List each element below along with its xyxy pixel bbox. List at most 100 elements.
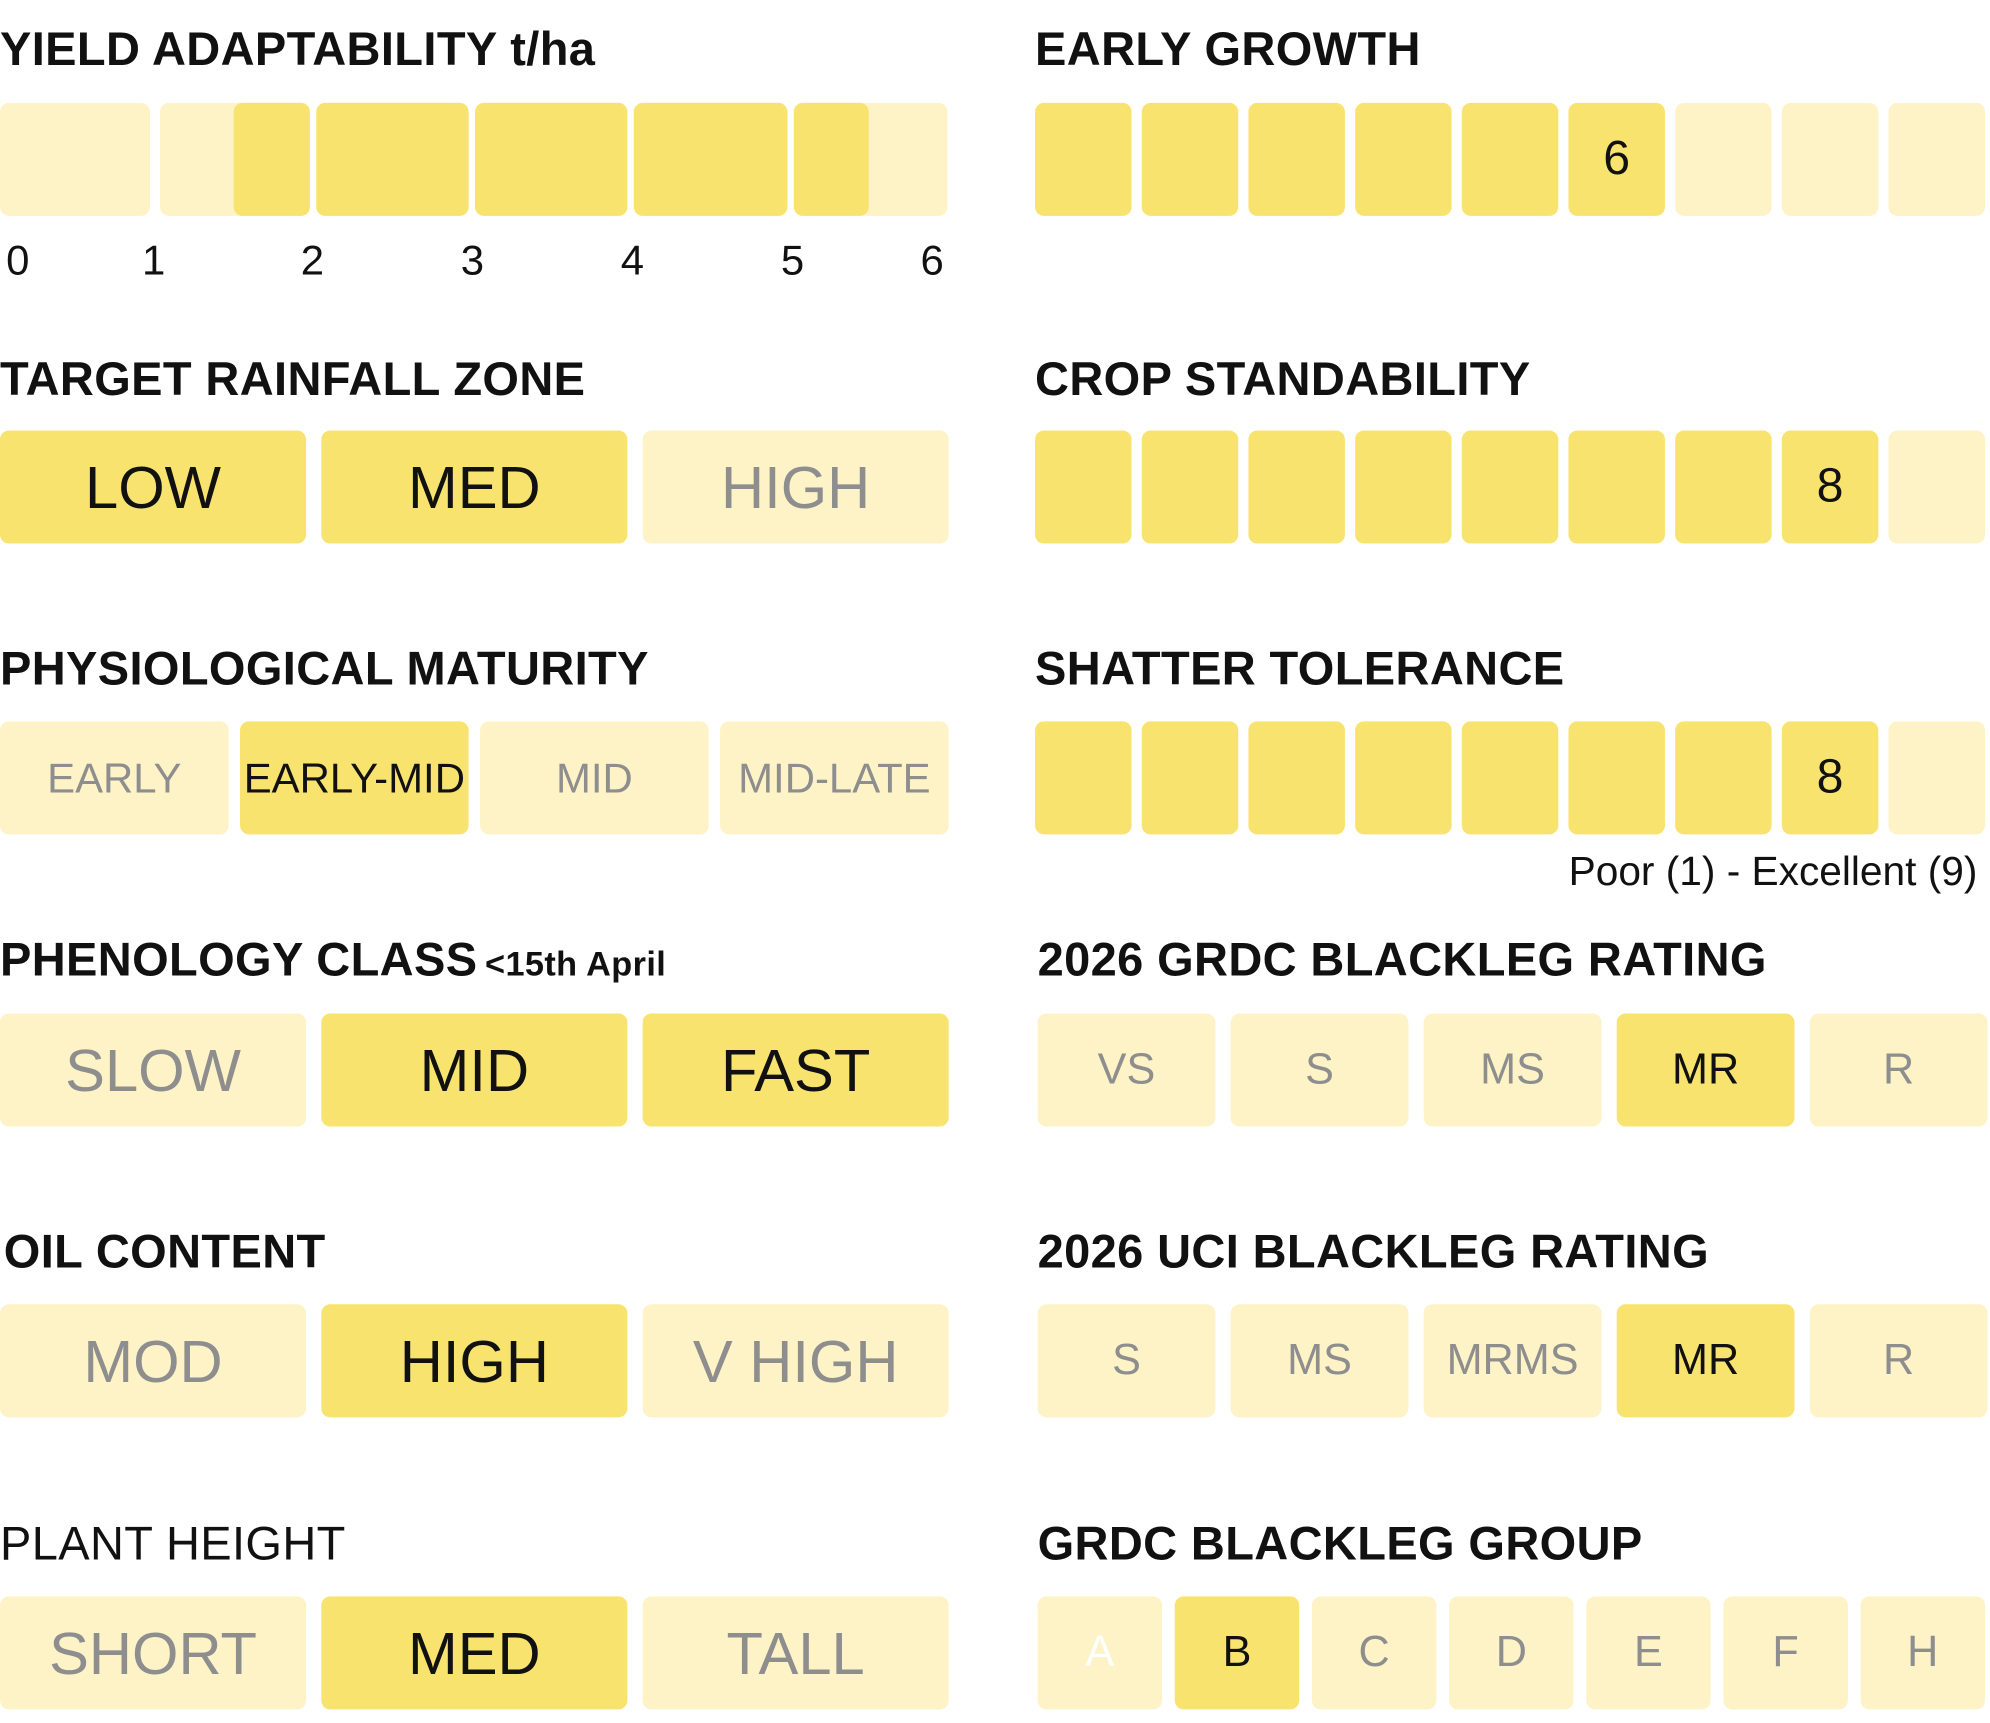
uci-rating-option-mrms: MRMS: [1423, 1304, 1602, 1418]
early-growth-cell: [1035, 102, 1132, 216]
shatter-value-cell: 8: [1781, 721, 1879, 835]
grdc-rating-option-s: S: [1230, 1013, 1409, 1127]
yield-range-fill: [233, 102, 310, 216]
phenology-title: PHENOLOGY CLASS <15th April: [0, 936, 666, 983]
blackleg-group-option-e: E: [1586, 1596, 1711, 1710]
early-growth-cell: [1141, 102, 1239, 216]
standability-cell: [1035, 430, 1132, 544]
early-growth-cell: [1888, 102, 1986, 216]
shatter-cell: [1355, 721, 1452, 835]
yield-range-fill: [793, 102, 869, 216]
oil-option-v-high: V HIGH: [642, 1304, 949, 1418]
grdc-group-title: GRDC BLACKLEG GROUP: [1037, 1517, 1643, 1570]
yield-tick-label: 2: [300, 236, 325, 284]
yield-range-fill: [633, 102, 788, 216]
standability-cell: [1141, 430, 1239, 544]
oil-title: OIL CONTENT: [3, 1225, 326, 1278]
early-growth-cell: [1355, 102, 1452, 216]
yield-range-fill: [474, 102, 628, 216]
early-growth-cell: [1675, 102, 1772, 216]
rainfall-title: TARGET RAINFALL ZONE: [0, 353, 586, 406]
shatter-scale: 8: [1035, 721, 1986, 835]
standability-scale: 8: [1035, 430, 1986, 544]
grdc-rating-option-mr: MR: [1616, 1013, 1795, 1127]
shatter-title: SHATTER TOLERANCE: [1035, 642, 1565, 695]
height-option-tall: TALL: [642, 1596, 949, 1710]
standability-cell: [1675, 430, 1772, 544]
blackleg-group-option-h: H: [1860, 1596, 1986, 1710]
shatter-cell: [1461, 721, 1559, 835]
early-growth-value-cell: 6: [1568, 102, 1665, 216]
maturity-option-mid: MID: [480, 721, 709, 835]
shatter-cell: [1888, 721, 1986, 835]
yield-segment: [0, 102, 150, 216]
blackleg-group-option-d: D: [1449, 1596, 1574, 1710]
oil-content-selector: MOD HIGH V HIGH: [0, 1304, 949, 1418]
grdc-rating-option-ms: MS: [1423, 1013, 1602, 1127]
standability-cell: [1888, 430, 1986, 544]
grdc-rating-selector: VS S MS MR R: [1037, 1013, 1988, 1127]
blackleg-group-option-c: C: [1311, 1596, 1437, 1710]
yield-tick-label: 0: [6, 236, 30, 284]
maturity-option-early-mid: EARLY-MID: [240, 721, 469, 835]
standability-title: CROP STANDABILITY: [1035, 353, 1531, 406]
height-option-short: SHORT: [0, 1596, 307, 1710]
early-growth-title: EARLY GROWTH: [1035, 22, 1421, 75]
uci-rating-option-ms: MS: [1230, 1304, 1409, 1418]
rainfall-zone-selector: LOW MED HIGH: [0, 430, 949, 544]
phenology-title-text: PHENOLOGY CLASS: [0, 933, 478, 986]
maturity-option-mid-late: MID-LATE: [720, 721, 949, 835]
early-growth-scale: 6: [1035, 102, 1986, 216]
grdc-rating-title: 2026 GRDC BLACKLEG RATING: [1037, 933, 1767, 986]
height-option-med: MED: [321, 1596, 628, 1710]
blackleg-group-option-a: A: [1037, 1596, 1163, 1710]
uci-rating-title: 2026 UCI BLACKLEG RATING: [1037, 1225, 1710, 1278]
standability-cell: [1461, 430, 1559, 544]
early-growth-cell: [1781, 102, 1879, 216]
rainfall-option-med: MED: [321, 430, 628, 544]
early-growth-cell: [1248, 102, 1345, 216]
standability-cell: [1568, 430, 1665, 544]
early-growth-cell: [1461, 102, 1559, 216]
shatter-cell: [1568, 721, 1665, 835]
rainfall-option-high: HIGH: [642, 430, 949, 544]
yield-tick-label: 5: [780, 236, 805, 284]
uci-rating-selector: S MS MRMS MR R: [1037, 1304, 1988, 1418]
oil-option-mod: MOD: [0, 1304, 307, 1418]
shatter-cell: [1675, 721, 1772, 835]
yield-range-fill: [316, 102, 469, 216]
uci-rating-option-s: S: [1037, 1304, 1216, 1418]
yield-adaptability-bar: [0, 102, 948, 216]
maturity-title: PHYSIOLOGICAL MATURITY: [0, 642, 649, 695]
rainfall-option-low: LOW: [0, 430, 307, 544]
plant-height-selector: SHORT MED TALL: [0, 1596, 949, 1710]
phenology-option-slow: SLOW: [0, 1013, 307, 1127]
yield-tick-label: 1: [142, 236, 166, 284]
oil-option-high: HIGH: [321, 1304, 628, 1418]
phenology-option-mid: MID: [321, 1013, 628, 1127]
yield-tick-label: 6: [920, 236, 944, 284]
shatter-cell: [1248, 721, 1345, 835]
yield-title: YIELD ADAPTABILITY t/ha: [0, 22, 596, 75]
phenology-subtitle: <15th April: [485, 944, 667, 983]
standability-cell: [1355, 430, 1452, 544]
standability-cell: [1248, 430, 1345, 544]
grdc-rating-option-vs: VS: [1037, 1013, 1216, 1127]
phenology-selector: SLOW MID FAST: [0, 1013, 949, 1127]
blackleg-group-option-b: B: [1174, 1596, 1300, 1710]
standability-value-cell: 8: [1781, 430, 1879, 544]
shatter-cell: [1035, 721, 1132, 835]
yield-tick-label: 3: [460, 236, 485, 284]
maturity-selector: EARLY EARLY-MID MID MID-LATE: [0, 721, 949, 835]
yield-tick-label: 4: [620, 236, 645, 284]
uci-rating-option-r: R: [1809, 1304, 1988, 1418]
height-title: PLANT HEIGHT: [0, 1517, 346, 1570]
scale-note: Poor (1) - Excellent (9): [1568, 848, 1978, 895]
phenology-option-fast: FAST: [642, 1013, 949, 1127]
maturity-option-early: EARLY: [0, 721, 229, 835]
grdc-rating-option-r: R: [1809, 1013, 1988, 1127]
uci-rating-option-mr: MR: [1616, 1304, 1795, 1418]
blackleg-group-option-f: F: [1723, 1596, 1848, 1710]
